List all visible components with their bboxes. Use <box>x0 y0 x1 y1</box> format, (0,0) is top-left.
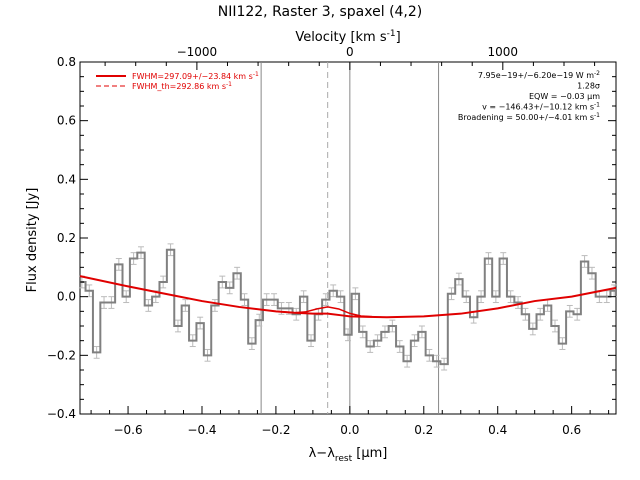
top-tick-label: 1000 <box>488 45 519 59</box>
y-tick-label: 0.6 <box>57 114 76 128</box>
fit-curve <box>79 275 617 319</box>
fit-annotation: Broadening = 50.00+/−4.01 km s-1 <box>458 112 600 122</box>
x-tick-label: 0.2 <box>414 423 433 437</box>
x-tick-label: −0.4 <box>187 423 216 437</box>
y-axis-label: Flux density [Jy] <box>25 188 40 293</box>
legend-label: FWHM_th=292.86 km s-1 <box>132 81 232 91</box>
line-profile-curve <box>275 306 373 318</box>
axis-ticks: −0.6 −0.4 −0.2 0.0 0.2 0.4 0.6 −0.4 −0.2 0.0 0.2 0.… <box>47 45 616 437</box>
fit-annotation: EQW = −0.03 μm <box>529 92 600 101</box>
y-tick-label: 0.2 <box>57 231 76 245</box>
flux-step-series <box>80 248 616 366</box>
fit-annotation: v = −146.43+/−10.12 km s-1 <box>482 102 600 112</box>
x-tick-label: −0.6 <box>113 423 142 437</box>
x-axis-label: λ−λrest [μm] <box>309 446 388 464</box>
top-axis-label: Velocity [km s-1] <box>295 29 400 45</box>
x-tick-label: 0.6 <box>562 423 581 437</box>
fit-annotation: 7.95e−19+/−6.20e−19 W m-2 <box>478 70 600 80</box>
x-tick-label: 0.4 <box>488 423 507 437</box>
top-tick-label: 0 <box>346 45 354 59</box>
top-tick-label: −1000 <box>177 45 218 59</box>
y-tick-label: 0.0 <box>57 290 76 304</box>
legend: FWHM=297.09+/−23.84 km s-1FWHM_th=292.86… <box>96 71 259 91</box>
chart-marks <box>78 243 618 371</box>
y-tick-label: −0.4 <box>47 407 76 421</box>
x-tick-label: 0.0 <box>340 423 359 437</box>
chart-title: NII122, Raster 3, spaxel (4,2) <box>218 4 423 20</box>
y-tick-label: −0.2 <box>47 348 76 362</box>
legend-label: FWHM=297.09+/−23.84 km s-1 <box>132 71 259 81</box>
y-tick-label: 0.8 <box>57 55 76 69</box>
y-tick-label: 0.4 <box>57 172 76 186</box>
x-tick-label: −0.2 <box>261 423 290 437</box>
fit-annotation: 1.28σ <box>577 82 600 91</box>
